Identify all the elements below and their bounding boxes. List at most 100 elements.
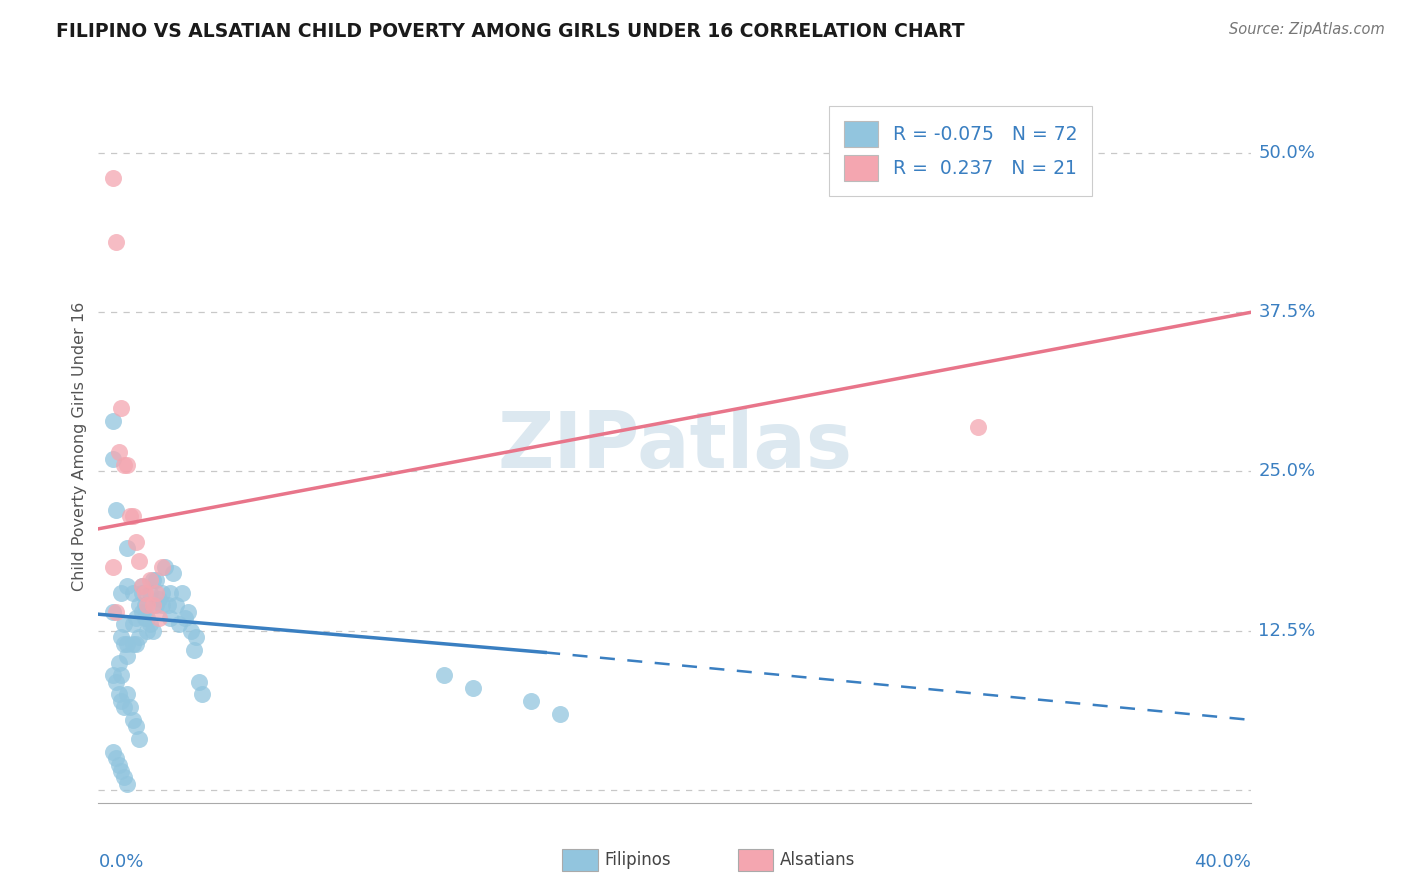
Point (134, 599, 156, 613)
Point (170, 585, 193, 599)
Point (433, 668, 456, 682)
Point (156, 599, 179, 613)
Point (101, 668, 124, 682)
Point (110, 630, 132, 644)
Point (191, 688, 214, 702)
Point (180, 624, 202, 638)
Point (139, 573, 162, 587)
Point (142, 573, 165, 587)
Text: 12.5%: 12.5% (1258, 622, 1316, 640)
Point (117, 688, 138, 702)
Point (104, 751, 127, 765)
Point (117, 636, 138, 650)
Point (107, 656, 129, 670)
Point (107, 688, 129, 702)
Text: 40.0%: 40.0% (1195, 853, 1251, 871)
Point (101, 413, 124, 427)
Text: 50.0%: 50.0% (1258, 144, 1315, 162)
Point (136, 599, 159, 613)
Point (153, 560, 176, 574)
Point (131, 579, 153, 593)
Point (110, 764, 132, 778)
Point (122, 617, 145, 632)
Point (107, 445, 129, 459)
Point (136, 611, 159, 625)
Point (117, 458, 138, 472)
Point (183, 643, 205, 657)
Point (101, 560, 124, 574)
Point (128, 599, 150, 613)
Text: 37.5%: 37.5% (1258, 303, 1316, 321)
Text: Filipinos: Filipinos (605, 851, 671, 870)
Point (139, 617, 162, 632)
Point (112, 770, 135, 784)
Point (131, 605, 153, 619)
Point (131, 579, 153, 593)
Point (125, 611, 148, 625)
Point (139, 585, 162, 599)
Point (142, 624, 165, 638)
Point (122, 713, 145, 727)
Point (148, 591, 170, 606)
Point (165, 599, 187, 613)
Point (162, 566, 184, 581)
Point (131, 585, 153, 599)
Point (159, 585, 181, 599)
Point (120, 509, 142, 524)
Point (110, 694, 132, 708)
Point (167, 617, 190, 632)
Point (145, 585, 167, 599)
Text: Alsatians: Alsatians (780, 851, 856, 870)
Point (461, 681, 484, 695)
Point (122, 509, 145, 524)
Text: FILIPINO VS ALSATIAN CHILD POVERTY AMONG GIRLS UNDER 16 CORRELATION CHART: FILIPINO VS ALSATIAN CHILD POVERTY AMONG… (56, 22, 965, 41)
Point (120, 700, 142, 714)
Point (145, 599, 167, 613)
Text: 25.0%: 25.0% (1258, 462, 1316, 481)
Point (117, 649, 138, 664)
Point (136, 624, 159, 638)
Point (125, 636, 148, 650)
Point (112, 700, 135, 714)
Point (186, 630, 208, 644)
Point (117, 579, 138, 593)
Point (101, 605, 124, 619)
Point (128, 732, 150, 747)
Point (122, 636, 145, 650)
Point (112, 617, 135, 632)
Text: ZIPatlas: ZIPatlas (498, 408, 852, 484)
Point (112, 458, 135, 472)
Point (159, 611, 181, 625)
Point (110, 401, 132, 415)
Point (110, 585, 132, 599)
Y-axis label: Child Poverty Among Girls Under 16: Child Poverty Among Girls Under 16 (72, 301, 87, 591)
Point (128, 630, 150, 644)
Point (150, 585, 173, 599)
Point (112, 636, 135, 650)
Point (128, 554, 150, 568)
Point (117, 541, 138, 555)
Point (150, 599, 173, 613)
Point (177, 605, 200, 619)
Point (104, 235, 127, 249)
Point (122, 585, 145, 599)
Point (188, 674, 211, 689)
Text: Source: ZipAtlas.com: Source: ZipAtlas.com (1229, 22, 1385, 37)
Point (101, 745, 124, 759)
Point (174, 611, 197, 625)
Point (101, 451, 124, 466)
Point (117, 777, 138, 791)
Point (966, 420, 988, 434)
Point (107, 757, 129, 772)
Point (150, 560, 173, 574)
Point (145, 573, 167, 587)
Point (520, 694, 543, 708)
Point (142, 599, 165, 613)
Point (125, 719, 148, 733)
Point (125, 534, 148, 549)
Point (134, 611, 156, 625)
Point (101, 171, 124, 186)
Point (104, 605, 127, 619)
Legend: R = -0.075   N = 72, R =  0.237   N = 21: R = -0.075 N = 72, R = 0.237 N = 21 (828, 106, 1092, 196)
Point (104, 674, 127, 689)
